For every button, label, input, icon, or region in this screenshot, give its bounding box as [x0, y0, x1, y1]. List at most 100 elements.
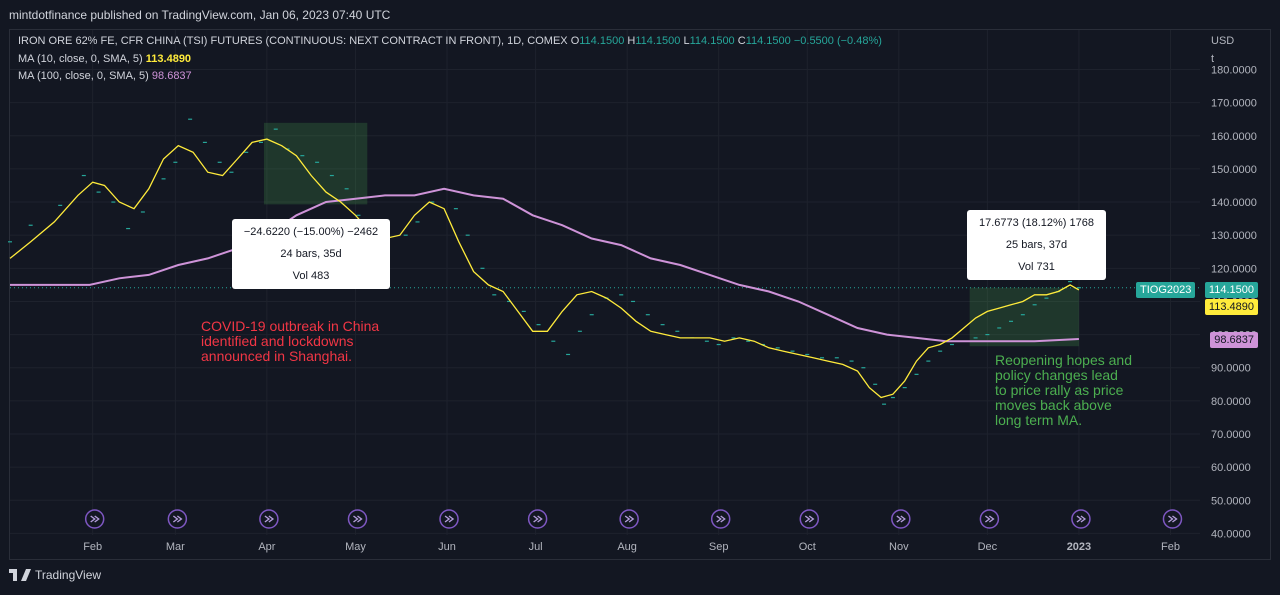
measure-box-drop-bars: 24 bars, 35d	[280, 248, 342, 260]
x-tick-label: Sep	[709, 541, 729, 553]
y-tick-label: 170.0000	[1211, 98, 1257, 110]
x-tick-label: 2023	[1067, 541, 1091, 553]
event-marker-glyph	[984, 515, 995, 523]
reopening-annotation[interactable]: Reopening hopes and policy changes lead …	[995, 352, 1133, 428]
range-drop-shade	[263, 122, 368, 205]
legend-ma100-label: MA (100, close, 0, SMA, 5)	[18, 70, 149, 82]
measure-ranges	[263, 122, 1079, 347]
grid-layer	[10, 30, 1200, 535]
x-tick-label: Oct	[799, 541, 816, 553]
legend-high: 114.1500	[635, 35, 681, 47]
event-marker-icon[interactable]	[799, 509, 820, 529]
y-tick-label: 90.0000	[1211, 363, 1251, 375]
y-tick-label: 60.0000	[1211, 462, 1251, 474]
event-marker-glyph	[896, 515, 906, 523]
legend-low: 114.1500	[689, 35, 735, 47]
measure-box-drop[interactable]: −24.6220 (−15.00%) −2462 24 bars, 35d Vo…	[232, 219, 390, 289]
moving-averages	[9, 138, 1080, 399]
x-tick-label: Jul	[529, 541, 543, 553]
last-price-tag: 114.1500	[1204, 282, 1258, 298]
chart-frame[interactable]	[9, 29, 1271, 560]
event-marker-icon[interactable]	[710, 509, 731, 529]
legend-symbol-line: IRON ORE 62% FE, CFR CHINA (TSI) FUTURES…	[18, 35, 882, 47]
event-marker-glyph	[716, 515, 726, 523]
event-marker-icon[interactable]	[259, 509, 279, 529]
measure-box-rally-bars: 25 bars, 37d	[1005, 239, 1068, 251]
legend-ma10-value: 113.4890	[145, 53, 192, 65]
footer-brand: TradingView	[35, 568, 102, 582]
x-tick-label: Feb	[1161, 541, 1180, 553]
legend-high-label: H	[627, 35, 636, 47]
ma10-price-tag: 113.4890	[1204, 299, 1258, 315]
x-tick-label: Aug	[617, 541, 637, 553]
event-marker-icon[interactable]	[1162, 509, 1183, 529]
y-tick-label: 160.0000	[1211, 131, 1257, 143]
x-tick-label: Mar	[166, 541, 185, 553]
event-marker-glyph	[264, 515, 275, 523]
price-series	[8, 118, 1081, 405]
legend-close: 114.1500	[745, 35, 791, 47]
legend-symbol: IRON ORE 62% FE, CFR CHINA (TSI) FUTURES…	[18, 35, 568, 47]
legend-ma10-label: MA (10, close, 0, SMA, 5)	[18, 53, 143, 65]
publisher-line: mintdotfinance published on TradingView.…	[9, 8, 391, 22]
y-tick-label: 80.0000	[1211, 396, 1251, 408]
legend-close-label: C	[737, 35, 746, 47]
legend-ma100[interactable]: MA (100, close, 0, SMA, 5) 98.6837	[18, 70, 192, 82]
ma100-line	[10, 187, 1079, 343]
event-marker-glyph	[624, 515, 635, 523]
event-marker-icon[interactable]	[527, 509, 548, 529]
event-marker-glyph	[804, 515, 815, 523]
ma10-line	[9, 138, 1080, 399]
covid-annotation[interactable]: COVID-19 outbreak in China identified an…	[201, 318, 380, 364]
event-marker-glyph	[90, 515, 100, 523]
measure-box-drop-change: −24.6220 (−15.00%) −2462	[243, 226, 379, 238]
event-marker-glyph	[444, 515, 455, 523]
axis-ticks: 180.0000 170.0000 160.0000 150.0000 140.0000…	[83, 65, 1257, 553]
x-tick-label: Feb	[83, 541, 102, 553]
measure-box-rally-volume: Vol 731	[1018, 261, 1055, 273]
y-tick-label: 120.0000	[1211, 263, 1257, 275]
y-tick-label: 130.0000	[1211, 230, 1257, 242]
legend-ma100-value: 98.6837	[151, 70, 192, 82]
measure-box-rally[interactable]: 17.6773 (18.12%) 1768 25 bars, 37d Vol 7…	[967, 210, 1106, 280]
event-marker-glyph	[533, 515, 543, 523]
legend-open: 114.1500	[579, 35, 625, 47]
event-marker-glyph	[1168, 515, 1178, 523]
event-marker-icon[interactable]	[1071, 509, 1091, 529]
event-marker-icon[interactable]	[84, 509, 105, 529]
range-rally-shade	[969, 287, 1079, 347]
x-tick-label: Jun	[438, 541, 456, 553]
y-tick-label: 70.0000	[1211, 429, 1251, 441]
currency-unit: t	[1211, 53, 1215, 65]
y-tick-label: 50.0000	[1211, 495, 1251, 507]
event-marker-glyph	[172, 515, 183, 523]
x-tick-label: Nov	[889, 541, 909, 553]
y-tick-label: 140.0000	[1211, 197, 1257, 209]
event-marker-icon[interactable]	[979, 509, 1000, 529]
ma100-price-tag: 98.6837	[1210, 332, 1258, 348]
tradingview-icon	[9, 569, 31, 581]
legend-low-label: L	[683, 35, 690, 47]
legend-open-label: O	[570, 35, 580, 47]
event-marker-glyph	[1076, 515, 1087, 523]
event-marker-icon[interactable]	[619, 509, 639, 529]
event-marker-icon[interactable]	[891, 509, 911, 529]
event-marker-icon[interactable]	[347, 509, 368, 529]
event-marker-icon[interactable]	[439, 509, 459, 529]
tradingview-logo[interactable]: TradingView	[9, 568, 101, 582]
y-tick-label: 150.0000	[1211, 164, 1257, 176]
event-marker-glyph	[353, 515, 363, 523]
x-tick-label: Dec	[978, 541, 998, 553]
x-tick-label: Apr	[258, 541, 275, 553]
legend-ma10[interactable]: MA (10, close, 0, SMA, 5) 113.4890	[18, 53, 191, 65]
measure-box-rally-change: 17.6773 (18.12%) 1768	[979, 217, 1094, 229]
event-marker-icon[interactable]	[167, 509, 188, 529]
x-tick-label: May	[345, 541, 366, 553]
measure-box-drop-volume: Vol 483	[292, 270, 330, 282]
currency-label: USD	[1211, 35, 1235, 47]
event-markers	[84, 509, 1183, 529]
legend-change: −0.5500 (−0.48%)	[793, 35, 882, 47]
y-tick-label: 40.0000	[1211, 528, 1251, 540]
ticker-tag: TIOG2023	[1136, 282, 1196, 298]
